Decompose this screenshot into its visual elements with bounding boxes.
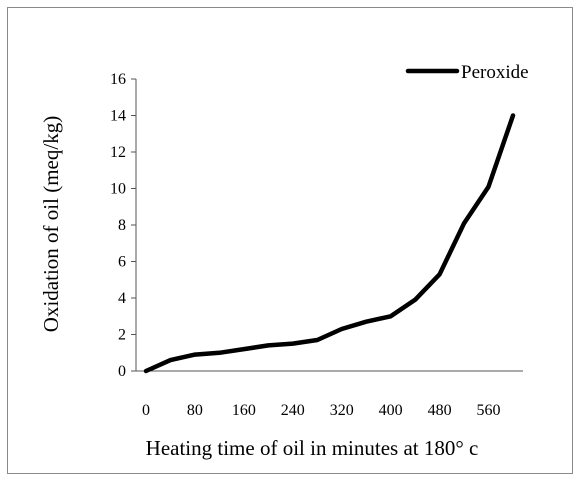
y-tick-label: 2 — [118, 327, 126, 344]
series-layer — [143, 113, 516, 374]
y-tick-label: 14 — [110, 108, 126, 125]
x-tick-label: 560 — [477, 402, 501, 419]
y-axis-title: Oxidation of oil (meq/kg) — [39, 116, 63, 332]
x-tick-label: 240 — [281, 402, 305, 419]
y-tick-label: 6 — [118, 254, 126, 271]
y-tick-label: 12 — [110, 144, 126, 161]
y-tick-label: 4 — [118, 290, 126, 307]
x-tick-label: 400 — [379, 402, 403, 419]
legend-label-peroxide: Peroxide — [461, 62, 529, 83]
x-tick-label: 320 — [330, 402, 354, 419]
y-tick-label: 10 — [110, 181, 126, 198]
x-axis-title: Heating time of oil in minutes at 180° c — [146, 436, 479, 460]
y-tick-label: 16 — [110, 71, 126, 88]
x-tick-group: 0 80 160 240 320 400 480 560 — [142, 402, 501, 419]
legend: Peroxide — [405, 62, 529, 83]
x-tick-label: 0 — [142, 402, 150, 419]
y-tick-group: 0 2 4 6 8 10 12 14 16 — [110, 71, 136, 380]
y-tick-label: 0 — [118, 363, 126, 380]
x-tick-label: 160 — [232, 402, 256, 419]
x-tick-label: 480 — [428, 402, 452, 419]
series-line-peroxide — [143, 113, 516, 374]
chart-frame — [7, 7, 573, 474]
y-tick-label: 8 — [118, 217, 126, 234]
x-tick-label: 80 — [187, 402, 203, 419]
